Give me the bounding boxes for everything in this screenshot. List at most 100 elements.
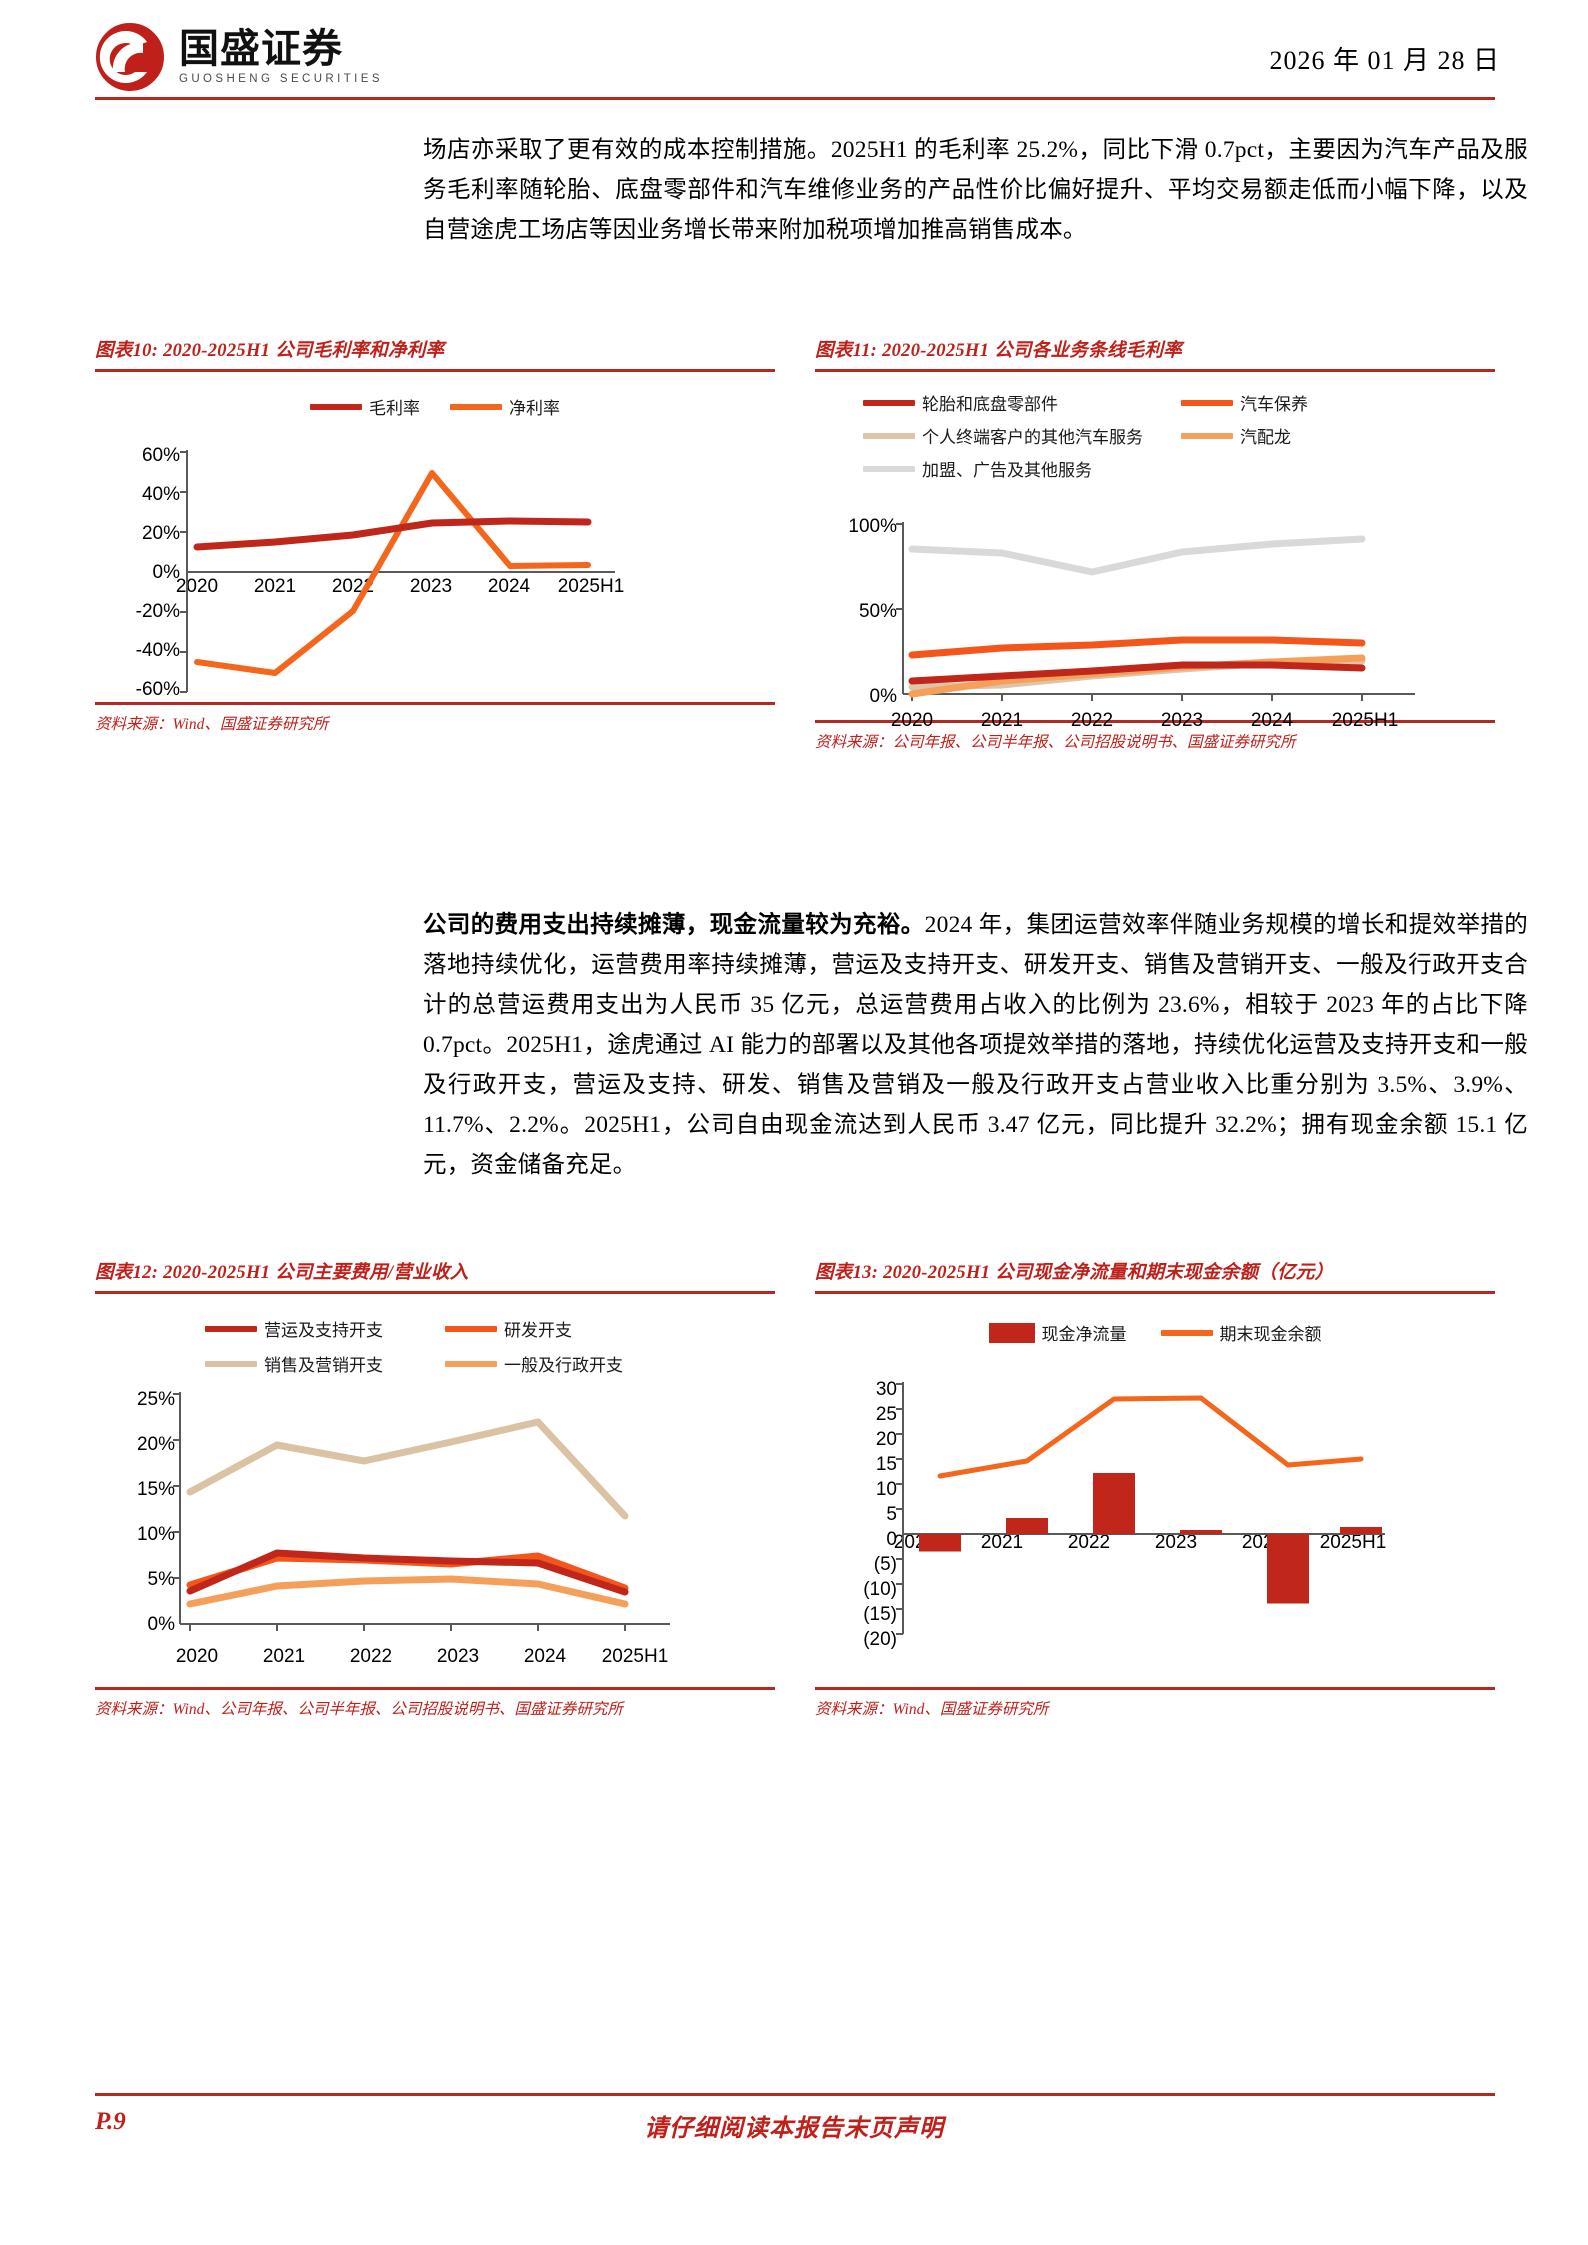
exhibit-12-bottom-rule (95, 1687, 775, 1690)
legend-item-car-maintenance: 汽车保养 (1181, 390, 1308, 415)
guosheng-logo-icon (95, 22, 165, 92)
footer-divider (95, 2093, 1495, 2096)
exhibit-11-legend: 轮胎和底盘零部件 汽车保养 个人终端客户的其他汽车服务 汽配龙 (863, 390, 1483, 481)
legend-swatch-icon (863, 432, 915, 439)
legend-swatch-icon (863, 465, 915, 472)
y-tick-label: 15 (875, 1454, 897, 1475)
y-tick-label: 0% (147, 1614, 175, 1635)
legend-label: 研发开支 (504, 1321, 572, 1340)
legend-item-franchise-ads: 加盟、广告及其他服务 (863, 456, 1092, 481)
legend-swatch-icon (310, 403, 362, 410)
exhibit-10-source: 资料来源：Wind、国盛证券研究所 (95, 716, 329, 733)
exhibit-11-chart: 轮胎和底盘零部件 汽车保养 个人终端客户的其他汽车服务 汽配龙 (815, 372, 1495, 731)
paragraph-2-body: 2024 年，集团运营效率伴随业务规模的增长和提效举措的落地持续优化，运营费用率… (423, 912, 1528, 1178)
y-tick-label: (10) (863, 1579, 897, 1600)
legend-swatch-icon (988, 1322, 1035, 1343)
legend-swatch-icon (1181, 399, 1233, 406)
y-tick-label: 10% (136, 1524, 175, 1545)
y-tick-label: 50% (858, 601, 897, 622)
exhibit-10-title: 图表10: 2020-2025H1 公司毛利率和净利率 (95, 341, 445, 361)
x-tick-label: 2024 (523, 1646, 567, 1667)
x-tick-label: 2024 (487, 576, 531, 597)
legend-item-rnd: 研发开支 (445, 1316, 572, 1341)
x-tick-label: 2025H1 (1319, 1532, 1387, 1553)
legend-swatch-icon (445, 1325, 497, 1332)
legend-label: 轮胎和底盘零部件 (922, 395, 1058, 414)
paragraph-gross-margin: 场店亦采取了更有效的成本控制措施。2025H1 的毛利率 25.2%，同比下滑 … (423, 137, 1528, 243)
exhibit-10-chart: 毛利率 净利率 60% 40% 20% 0% -20% -40% -60% 20… (95, 372, 775, 702)
exhibit-11-title-rule (815, 369, 1495, 372)
exhibit-12-plot (173, 1392, 670, 1631)
y-tick-label: 10 (875, 1479, 897, 1500)
x-tick-label: 2025H1 (557, 576, 625, 597)
y-tick-label: 60% (141, 445, 180, 466)
x-tick-label: 2021 (980, 710, 1024, 731)
exhibit-13: 图表13: 2020-2025H1 公司现金净流量和期末现金余额（亿元） 现金净… (815, 1258, 1495, 1722)
x-tick-label: 2020 (175, 1646, 219, 1667)
brand-logo: 国盛证券 GUOSHENG SECURITIES (95, 22, 383, 92)
exhibit-11-source: 资料来源：公司年报、公司半年报、公司招股说明书、国盛证券研究所 (815, 734, 1296, 751)
legend-item-tires-chassis: 轮胎和底盘零部件 (863, 390, 1163, 415)
exhibit-10-plot (180, 450, 615, 693)
legend-item-sales-marketing: 销售及营销开支 (205, 1351, 445, 1376)
paragraph-2-lead: 公司的费用支出持续摊薄，现金流量较为充裕。 (423, 912, 925, 938)
exhibit-13-source: 资料来源：Wind、国盛证券研究所 (815, 1701, 1049, 1718)
exhibit-12-chart: 营运及支持开支 研发开支 销售及营销开支 一般及行政开支 25% 20% (95, 1294, 775, 1679)
legend-item-other-auto-services: 个人终端客户的其他汽车服务 (863, 423, 1163, 448)
y-tick-label: 25% (136, 1389, 175, 1410)
x-tick-label: 2022 (1067, 1532, 1111, 1553)
x-tick-label: 2023 (1154, 1532, 1198, 1553)
exhibit-12-source: 资料来源：Wind、公司年报、公司半年报、公司招股说明书、国盛证券研究所 (95, 1701, 623, 1718)
logo-company-name-cn: 国盛证券 (179, 25, 343, 72)
legend-label: 营运及支持开支 (264, 1321, 383, 1340)
exhibit-13-bottom-rule (815, 1687, 1495, 1690)
y-tick-label: 5 (886, 1504, 897, 1525)
legend-label: 毛利率 (369, 399, 420, 418)
y-tick-label: (20) (863, 1629, 897, 1650)
logo-company-name-en: GUOSHENG SECURITIES (179, 72, 383, 85)
legend-label: 个人终端客户的其他汽车服务 (922, 428, 1143, 447)
page-header: 国盛证券 GUOSHENG SECURITIES 2026 年 01 月 28 … (0, 0, 1588, 120)
x-tick-label: 2021 (253, 576, 297, 597)
exhibit-13-title-rule (815, 1291, 1495, 1294)
y-tick-label: 40% (141, 484, 180, 505)
exhibit-10-bottom-rule (95, 702, 775, 705)
x-tick-label: 2021 (980, 1532, 1024, 1553)
y-tick-label: 100% (848, 516, 897, 537)
footer-disclaimer: 请仔细阅读本报告末页声明 (644, 2116, 944, 2142)
y-tick-label: 0% (869, 686, 897, 707)
legend-swatch-icon (205, 1360, 257, 1367)
legend-label: 加盟、广告及其他服务 (922, 461, 1092, 480)
report-date: 2026 年 01 月 28 日 (1269, 46, 1500, 75)
x-tick-label: 2020 (890, 710, 934, 731)
exhibit-11-bottom-rule (815, 720, 1495, 723)
x-tick-label: 2025H1 (601, 1646, 669, 1667)
legend-swatch-icon (1160, 1329, 1213, 1336)
legend-item-net-margin: 净利率 (450, 394, 560, 419)
legend-item-gross-margin: 毛利率 (310, 394, 420, 419)
y-tick-label: 25 (875, 1404, 897, 1425)
exhibit-12-title-rule (95, 1291, 775, 1294)
y-tick-label: 0% (152, 562, 180, 583)
x-tick-label: 2021 (262, 1646, 306, 1667)
exhibit-11-plot (896, 522, 1415, 701)
legend-item-general-admin: 一般及行政开支 (445, 1351, 623, 1376)
x-tick-label: 2023 (409, 576, 453, 597)
legend-swatch-icon (445, 1360, 497, 1367)
exhibit-11-title: 图表11: 2020-2025H1 公司各业务条线毛利率 (815, 341, 1183, 361)
y-tick-label: -20% (135, 601, 180, 622)
legend-label: 一般及行政开支 (504, 1356, 623, 1375)
exhibit-10-legend: 毛利率 净利率 (95, 394, 775, 419)
exhibit-10: 图表10: 2020-2025H1 公司毛利率和净利率 毛利率 净利率 60% … (95, 336, 775, 737)
exhibit-13-legend: 现金净流量 期末现金余额 (815, 1320, 1495, 1345)
x-tick-label: 2024 (1250, 710, 1294, 731)
paragraph-expenses-cashflow: 公司的费用支出持续摊薄，现金流量较为充裕。2024 年，集团运营效率伴随业务规模… (423, 905, 1528, 1185)
y-tick-label: 5% (147, 1569, 175, 1590)
y-tick-label: 15% (136, 1479, 175, 1500)
legend-item-qipeilong: 汽配龙 (1181, 423, 1291, 448)
page-number: P.9 (95, 2108, 126, 2135)
y-tick-label: 30 (875, 1379, 897, 1400)
exhibit-13-plot (896, 1382, 1385, 1635)
exhibit-10-title-rule (95, 369, 775, 372)
legend-label: 汽车保养 (1240, 395, 1308, 414)
